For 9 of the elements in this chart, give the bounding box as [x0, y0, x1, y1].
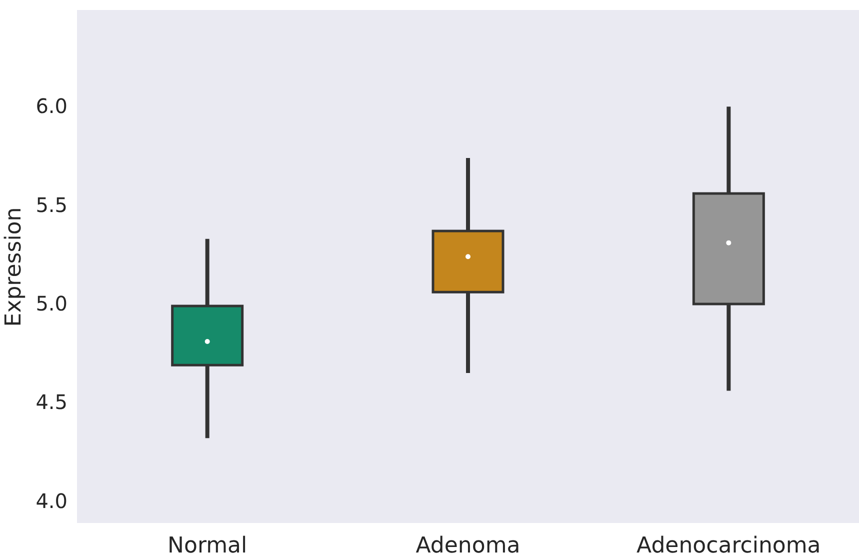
y-tick-label: 5.0	[36, 291, 68, 316]
y-axis-title: Expression	[2, 207, 27, 327]
x-tick-label: Normal	[168, 534, 248, 558]
y-tick-label: 5.5	[36, 192, 68, 217]
y-tick-label: 4.0	[36, 488, 68, 513]
x-tick-label: Adenocarcinoma	[636, 534, 821, 558]
y-tick-label: 6.0	[36, 94, 68, 118]
x-tick-label: Adenoma	[416, 534, 520, 558]
y-tick-label: 4.5	[36, 390, 68, 414]
